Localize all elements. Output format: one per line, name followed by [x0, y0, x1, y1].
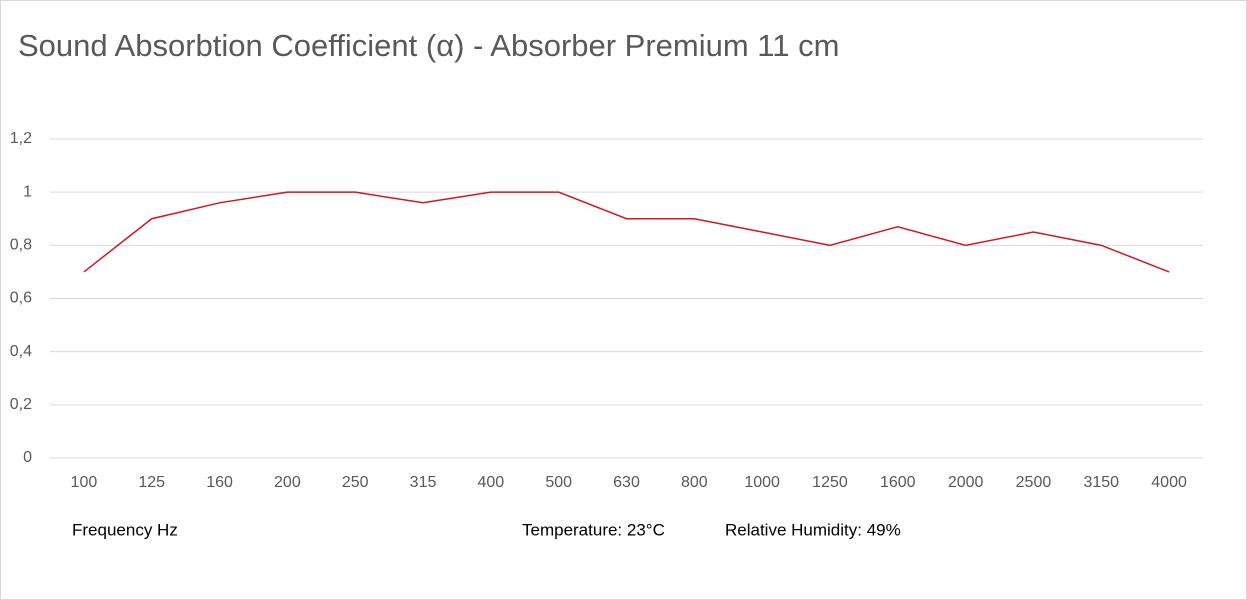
x-axis-label: Frequency Hz [72, 520, 178, 539]
x-tick-label: 630 [613, 474, 640, 491]
chart-title: Sound Absorbtion Coefficient (α) - Absor… [18, 28, 839, 63]
x-tick-label: 4000 [1151, 474, 1187, 491]
y-tick-label: 0 [23, 449, 32, 466]
x-tick-label: 1250 [812, 474, 848, 491]
x-tick-label: 400 [478, 474, 505, 491]
y-tick-label: 0,2 [10, 396, 32, 413]
x-tick-label: 100 [71, 474, 98, 491]
y-tick-label: 1 [23, 183, 32, 200]
y-tick-label: 0,4 [10, 343, 32, 360]
y-tick-label: 1,2 [10, 130, 32, 147]
annotation: Relative Humidity: 49% [725, 520, 901, 539]
y-tick-label: 0,6 [10, 290, 32, 307]
x-tick-label: 250 [342, 474, 369, 491]
y-tick-label: 0,8 [10, 237, 32, 254]
x-tick-label: 125 [138, 474, 165, 491]
x-tick-label: 1600 [880, 474, 916, 491]
x-tick-label: 2000 [948, 474, 984, 491]
x-tick-label: 3150 [1083, 474, 1119, 491]
x-tick-label: 800 [681, 474, 708, 491]
annotation: Temperature: 23°C [522, 520, 665, 539]
x-tick-label: 200 [274, 474, 301, 491]
x-tick-label: 500 [545, 474, 572, 491]
x-tick-label: 2500 [1016, 474, 1052, 491]
data-line [83, 191, 1170, 273]
x-tick-label: 315 [410, 474, 437, 491]
x-tick-label: 1000 [744, 474, 780, 491]
x-tick-label: 160 [206, 474, 233, 491]
